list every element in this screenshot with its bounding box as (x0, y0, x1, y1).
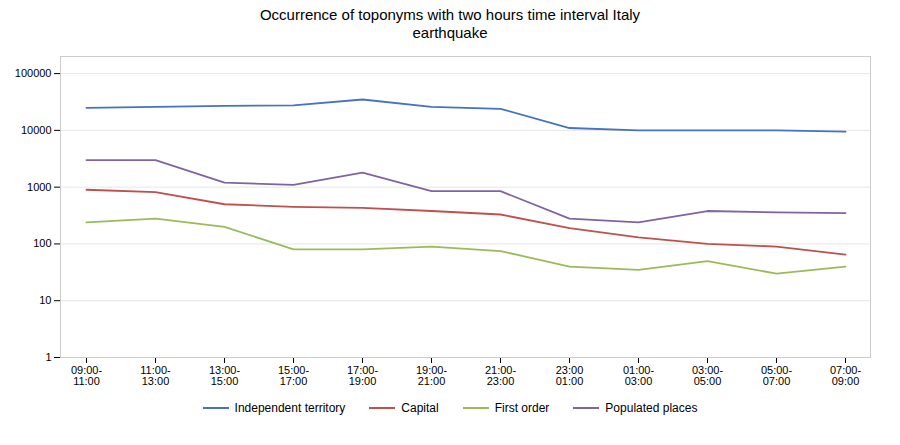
svg-text:23:0001:00: 23:0001:00 (556, 364, 584, 387)
svg-text:100: 100 (33, 237, 51, 249)
svg-text:17:00-19:00: 17:00-19:00 (347, 364, 379, 387)
svg-text:100000: 100000 (15, 67, 52, 79)
svg-text:10: 10 (39, 294, 51, 306)
svg-text:1: 1 (45, 351, 51, 363)
svg-text:10000: 10000 (21, 124, 52, 136)
svg-text:03:00-05:00: 03:00-05:00 (692, 364, 724, 387)
html-text:Capital: Capital (401, 401, 439, 415)
svg-text:15:00-17:00: 15:00-17:00 (278, 364, 310, 387)
html-text:First order: First order (494, 401, 550, 415)
svg-text:13:00-15:00: 13:00-15:00 (209, 364, 241, 387)
svg-text:05:00-07:00: 05:00-07:00 (761, 364, 793, 387)
html-text:Occurrence of toponyms with tw: Occurrence of toponyms with two hours ti… (259, 6, 641, 41)
svg-text:07:00-09:00: 07:00-09:00 (830, 364, 862, 387)
svg-text:09:00-11:00: 09:00-11:00 (71, 364, 103, 387)
svg-text:21:00-23:00: 21:00-23:00 (485, 364, 517, 387)
svg-text:01:00-03:00: 01:00-03:00 (623, 364, 655, 387)
svg-text:11:00-13:00: 11:00-13:00 (140, 364, 171, 387)
svg-text:1000: 1000 (27, 181, 51, 193)
html-text:Independent territory: Independent territory (234, 401, 346, 415)
svg-text:19:00-21:00: 19:00-21:00 (416, 364, 448, 387)
html-text:Populated places: Populated places (605, 401, 698, 415)
